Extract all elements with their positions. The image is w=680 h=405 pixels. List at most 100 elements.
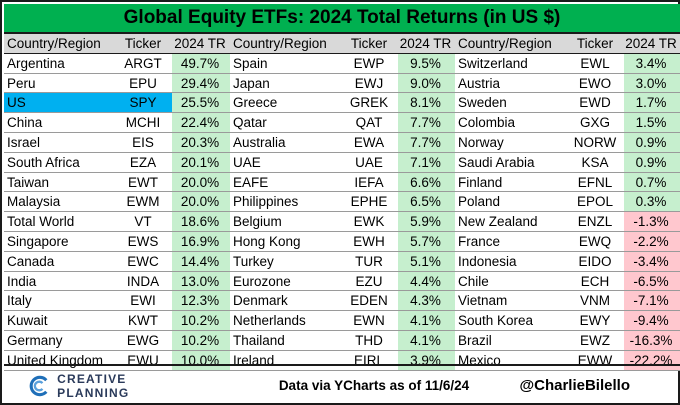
row-region: South Africa	[4, 153, 114, 173]
row-ticker: EWY	[566, 311, 624, 331]
row-region: Indonesia	[455, 252, 566, 272]
row-ticker: NORW	[566, 133, 624, 153]
table-column-3: Country/Region Ticker 2024 TR Switzerland EW…	[455, 34, 680, 371]
row-region: Poland	[455, 192, 566, 213]
table-column-1: Country/Region Ticker 2024 TR Argentina ARGT…	[4, 34, 230, 371]
row-region: Philippines	[230, 192, 340, 213]
row-region: Spain	[230, 54, 340, 74]
row-return: 14.4%	[172, 251, 230, 272]
row-ticker: GREK	[340, 93, 398, 114]
row-region: Greece	[230, 93, 340, 114]
row-ticker: EWG	[114, 331, 172, 351]
data-source-note: Data via YCharts as of 11/6/24	[278, 378, 470, 393]
row-ticker: TUR	[340, 252, 398, 272]
row-return: 7.7%	[398, 132, 455, 153]
row-ticker: EWC	[114, 252, 172, 272]
header-2024-tr: 2024 TR	[172, 34, 230, 54]
returns-tables: Country/Region Ticker 2024 TR Argentina ARGT…	[4, 34, 680, 371]
row-region: US	[4, 93, 114, 114]
row-return: 6.6%	[398, 172, 455, 193]
row-return: 8.1%	[398, 93, 455, 114]
header-ticker: Ticker	[340, 34, 398, 54]
row-region: Qatar	[230, 113, 340, 133]
row-region: Peru	[4, 74, 114, 94]
row-ticker: QAT	[340, 113, 398, 133]
row-region: Vietnam	[455, 291, 566, 312]
row-region: Colombia	[455, 113, 566, 133]
row-region: Italy	[4, 291, 114, 312]
row-ticker: INDA	[114, 272, 172, 292]
row-region: Argentina	[4, 54, 114, 74]
row-ticker: VNM	[566, 291, 624, 312]
row-region: Saudi Arabia	[455, 153, 566, 173]
row-return: -2.2%	[624, 231, 680, 252]
row-return: 7.7%	[398, 113, 455, 133]
row-ticker: EFNL	[566, 173, 624, 193]
footer: CREATIVE PLANNING Data via YCharts as of…	[4, 364, 680, 405]
row-return: 22.4%	[172, 113, 230, 133]
row-return: 18.6%	[172, 212, 230, 232]
row-region: Norway	[455, 133, 566, 153]
row-ticker: EWJ	[340, 74, 398, 94]
row-region: UAE	[230, 153, 340, 173]
row-return: -3.4%	[624, 251, 680, 272]
row-return: 25.5%	[172, 93, 230, 114]
row-ticker: EWQ	[566, 232, 624, 252]
row-ticker: EWH	[340, 232, 398, 252]
row-region: Sweden	[455, 93, 566, 114]
row-return: 20.0%	[172, 172, 230, 193]
row-region: Malaysia	[4, 192, 114, 213]
row-ticker: EZU	[340, 272, 398, 292]
logo-text: CREATIVE PLANNING	[57, 371, 130, 400]
row-ticker: ENZL	[566, 212, 624, 232]
row-region: Hong Kong	[230, 232, 340, 252]
row-return: 3.0%	[624, 73, 680, 94]
row-ticker: EPOL	[566, 192, 624, 213]
row-return: 0.7%	[624, 172, 680, 193]
row-region: Kuwait	[4, 311, 114, 331]
row-ticker: VT	[114, 212, 172, 232]
row-return: 1.5%	[624, 113, 680, 133]
header-country-region: Country/Region	[230, 34, 340, 54]
row-return: 5.7%	[398, 231, 455, 252]
row-ticker: EWD	[566, 93, 624, 114]
row-region: Australia	[230, 133, 340, 153]
row-region: New Zealand	[455, 212, 566, 232]
row-return: 13.0%	[172, 271, 230, 292]
row-return: 4.1%	[398, 311, 455, 331]
title-bar: Global Equity ETFs: 2024 Total Returns (…	[4, 4, 680, 34]
row-return: -16.3%	[624, 330, 680, 351]
row-ticker: EPHE	[340, 192, 398, 213]
row-return: 0.3%	[624, 192, 680, 213]
row-region: Switzerland	[455, 54, 566, 74]
row-return: 49.7%	[172, 53, 230, 74]
row-return: -1.3%	[624, 212, 680, 232]
row-ticker: THD	[340, 331, 398, 351]
row-region: Finland	[455, 173, 566, 193]
author-handle: @CharlieBilello	[519, 377, 631, 394]
row-ticker: EWL	[566, 54, 624, 74]
row-ticker: ARGT	[114, 54, 172, 74]
row-region: Turkey	[230, 252, 340, 272]
row-ticker: ECH	[566, 272, 624, 292]
row-return: 20.3%	[172, 132, 230, 153]
row-ticker: EWS	[114, 232, 172, 252]
row-ticker: EZA	[114, 153, 172, 173]
row-ticker: EWI	[114, 291, 172, 312]
row-ticker: IEFA	[340, 173, 398, 193]
row-return: 4.4%	[398, 271, 455, 292]
row-ticker: KWT	[114, 311, 172, 331]
row-return: 7.1%	[398, 152, 455, 173]
row-region: Denmark	[230, 291, 340, 312]
row-region: Chile	[455, 272, 566, 292]
row-region: Japan	[230, 74, 340, 94]
row-ticker: EWN	[340, 311, 398, 331]
creative-planning-logo: CREATIVE PLANNING	[28, 370, 198, 402]
row-region: Israel	[4, 133, 114, 153]
row-region: Austria	[455, 74, 566, 94]
row-region: Brazil	[455, 331, 566, 351]
row-ticker: EPU	[114, 74, 172, 94]
row-return: 0.9%	[624, 152, 680, 173]
page-title: Global Equity ETFs: 2024 Total Returns (…	[123, 7, 561, 28]
